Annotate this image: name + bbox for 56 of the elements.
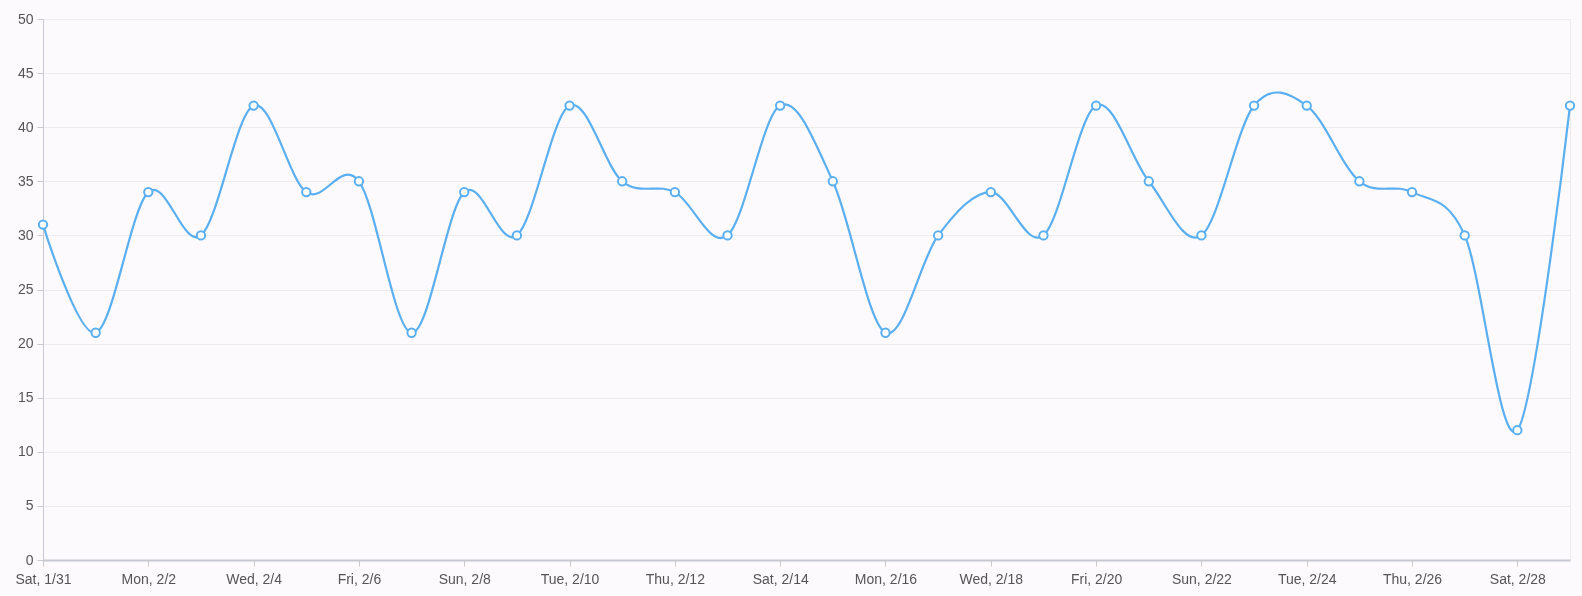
y-tick-label: 25: [17, 281, 34, 297]
x-tick-label: Mon, 2/16: [854, 570, 918, 587]
point: [1248, 100, 1260, 111]
point: [1301, 100, 1312, 111]
point: [1459, 230, 1470, 241]
x-tick-label: Sun, 2/22: [1171, 570, 1233, 587]
x-tick-label: Tue, 2/24: [1277, 570, 1337, 587]
x-tick-label: Wed, 2/18: [959, 570, 1024, 587]
point: [406, 327, 417, 338]
point: [195, 230, 207, 241]
x-tick-label: Sun, 2/8: [438, 570, 492, 587]
point: [143, 186, 154, 198]
x-tick-label: Fri, 2/20: [1070, 570, 1123, 587]
point: [669, 186, 681, 198]
point: [1406, 186, 1418, 198]
y-tick-label: 5: [25, 497, 34, 514]
point: [985, 186, 996, 198]
point: [353, 176, 365, 187]
point: [459, 186, 470, 198]
point: [1512, 424, 1523, 436]
y-tick-label: 45: [17, 64, 34, 81]
point: [248, 100, 259, 111]
x-tick-label: Sat, 1/31: [15, 570, 72, 587]
point: [722, 230, 733, 241]
y-tick-label: 20: [17, 335, 34, 352]
point: [827, 176, 839, 187]
y-tick-label: 0: [25, 551, 34, 568]
x-tick-label: Wed, 2/4: [226, 570, 283, 587]
point: [880, 327, 891, 338]
point: [1564, 100, 1576, 111]
y-tick-label: 15: [17, 389, 34, 406]
point: [301, 186, 312, 198]
x-tick-label: Thu, 2/12: [645, 570, 706, 587]
point: [1090, 100, 1102, 111]
y-tick-label: 35: [17, 172, 34, 189]
point: [1143, 176, 1154, 187]
x-tick-label: Sat, 2/28: [1489, 570, 1547, 587]
point: [617, 176, 628, 187]
point: [1038, 230, 1049, 241]
point: [1354, 176, 1365, 187]
x-tick-label: Thu, 2/26: [1382, 570, 1443, 587]
point: [511, 230, 523, 241]
y-tick-label: 30: [17, 226, 34, 243]
x-tick-label: Tue, 2/10: [540, 570, 600, 587]
x-tick-label: Mon, 2/2: [121, 570, 177, 587]
x-tick-label: Sat, 2/14: [752, 570, 809, 587]
point: [774, 100, 786, 111]
point: [932, 230, 944, 241]
point: [564, 100, 575, 111]
y-tick-label: 40: [17, 118, 34, 135]
point: [90, 327, 101, 338]
y-tick-label: 10: [17, 443, 34, 460]
point: [37, 219, 49, 230]
y-tick-label: 50: [17, 10, 34, 27]
point: [1196, 230, 1207, 241]
x-tick-label: Fri, 2/6: [337, 570, 382, 587]
